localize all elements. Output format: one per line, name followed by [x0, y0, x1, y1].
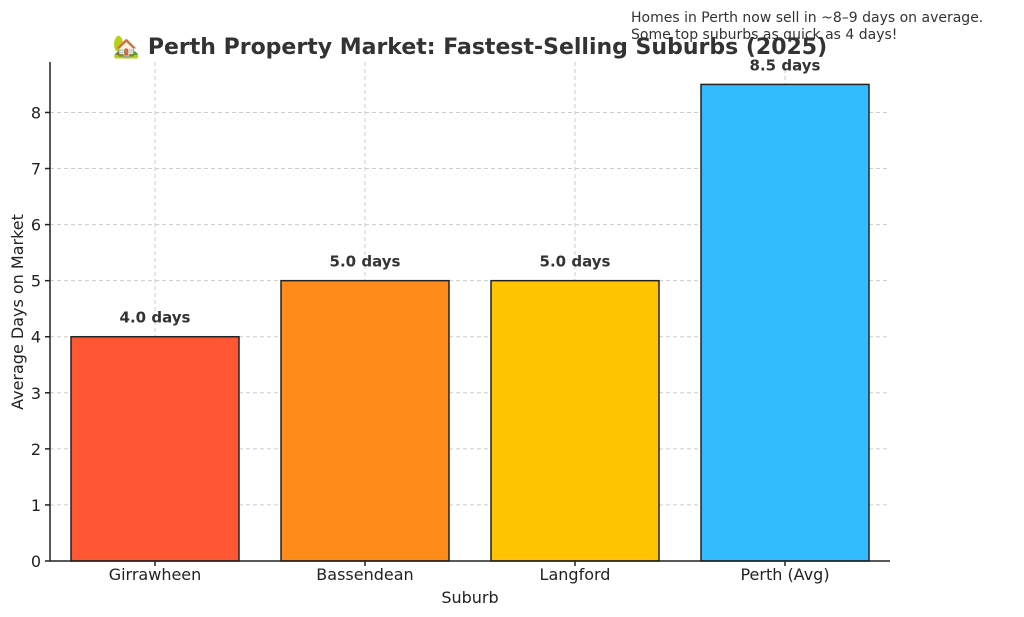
y-tick-label: 3 [31, 384, 41, 403]
bar-layer [70, 83, 870, 562]
y-tick-label: 8 [31, 103, 41, 122]
axis-layer [49, 62, 890, 562]
annotation-line-1: Homes in Perth now sell in ~8–9 days on … [631, 10, 983, 26]
y-tick-label: 4 [31, 328, 41, 347]
y-tick-label: 2 [31, 440, 41, 459]
y-axis-label: Average Days on Market [8, 214, 27, 410]
bar-langford [490, 279, 660, 562]
tick-layer: 0 1 2 3 4 5 6 7 8 Girrawheen Bassendean Langford Per… [31, 103, 830, 584]
y-tick-label: 0 [31, 552, 41, 571]
y-tick-label: 7 [31, 160, 41, 179]
data-label: 4.0 days [120, 309, 191, 327]
data-label-layer: 4.0 days 5.0 days 5.0 days 8.5 days [120, 56, 821, 326]
x-tick-label: Girrawheen [109, 565, 202, 584]
x-tick-label: Langford [540, 565, 611, 584]
x-tick-label: Perth (Avg) [740, 565, 829, 584]
bar-bassendean [280, 279, 450, 562]
x-tick-label: Bassendean [316, 565, 413, 584]
y-tick-label: 1 [31, 496, 41, 515]
bar-girrawheen [70, 335, 240, 562]
bar-perth-avg [700, 83, 870, 562]
x-axis-label: Suburb [441, 588, 498, 607]
data-label: 8.5 days [750, 56, 821, 74]
y-tick-label: 5 [31, 272, 41, 291]
data-label: 5.0 days [540, 253, 611, 271]
annotation-line-2: Some top suburbs as quick as 4 days! [631, 27, 897, 43]
chart-title: 🏡 Perth Property Market: Fastest-Selling… [113, 35, 827, 60]
y-tick-label: 6 [31, 216, 41, 235]
data-label: 5.0 days [330, 253, 401, 271]
